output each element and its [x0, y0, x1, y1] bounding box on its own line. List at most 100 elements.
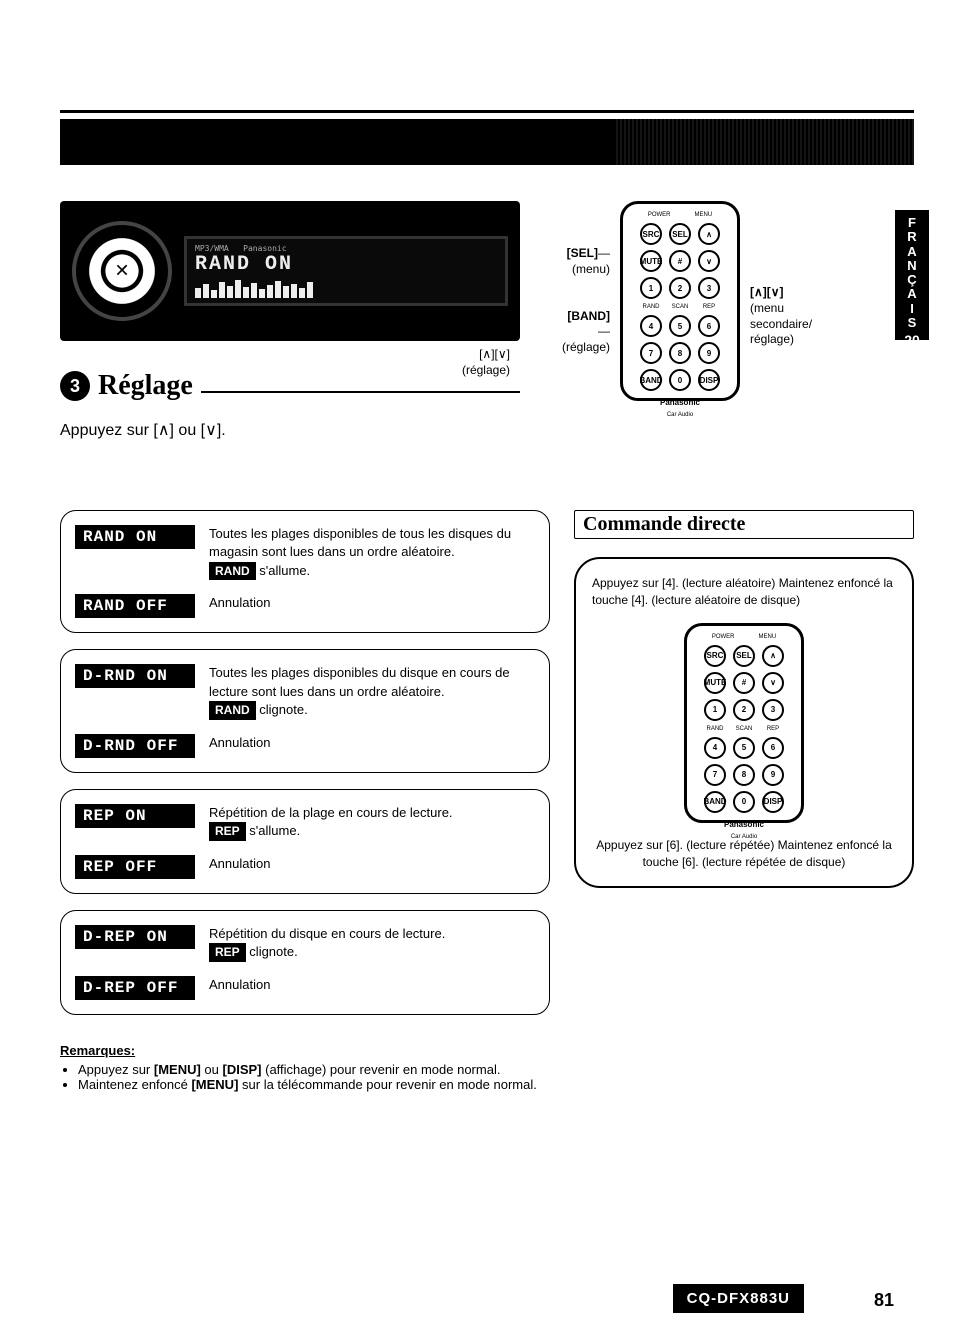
- updown-right-sub: (menu secondaire/ réglage): [750, 301, 812, 346]
- setting-row: RAND ON Toutes les plages disponibles de …: [75, 525, 535, 580]
- remarks-title: Remarques:: [60, 1043, 914, 1058]
- cd-note-bottom: Appuyez sur [6]. (lecture répétée) Maint…: [592, 837, 896, 871]
- display-state-badge: D-RND ON: [75, 664, 195, 688]
- setting-group: D-REP ON Répétition du disque en cours de…: [60, 910, 550, 1015]
- remote-btn-5: 5: [669, 315, 691, 337]
- section-header: 3 Réglage: [60, 370, 520, 402]
- remote-btn-#: #: [733, 672, 755, 694]
- remote-btn-7: 7: [640, 342, 662, 364]
- model-badge: CQ-DFX883U: [673, 1284, 804, 1313]
- remote-area: [SEL]— (menu) [BAND]— (réglage) POWERMEN…: [560, 201, 830, 401]
- language-tab: FRANÇAIS 20: [895, 210, 929, 340]
- remote-btn-#: #: [669, 250, 691, 272]
- remote-btn-band: BAND: [640, 369, 662, 391]
- setting-group: RAND ON Toutes les plages disponibles de …: [60, 510, 550, 633]
- remote-btn-3: 3: [698, 277, 720, 299]
- remote-btn-8: 8: [669, 342, 691, 364]
- remote-btn-disp: DISP: [698, 369, 720, 391]
- remote-btn-5: 5: [733, 737, 755, 759]
- setting-description: Annulation: [209, 594, 535, 612]
- manual-page: FRANÇAIS 20 MP3/WMA Panasonic RAND ON [∧…: [0, 0, 954, 1337]
- setting-row: REP OFF Annulation: [75, 855, 535, 879]
- remarks-section: Remarques: Appuyez sur [MENU] ou [DISP] …: [60, 1043, 914, 1092]
- display-state-badge: D-REP OFF: [75, 976, 195, 1000]
- remote-btn-mute: MUTE: [704, 672, 726, 694]
- lcd-text: RAND ON: [195, 253, 497, 276]
- setting-description: Répétition de la plage en cours de lectu…: [209, 804, 535, 841]
- remote-control-cd: POWERMENUSRCSEL∧MUTE#∨123RANDSCANREP4567…: [684, 623, 804, 823]
- display-state-badge: REP OFF: [75, 855, 195, 879]
- setting-row: D-REP ON Répétition du disque en cours de…: [75, 925, 535, 962]
- indicator-badge: RAND: [209, 562, 256, 581]
- display-state-badge: D-RND OFF: [75, 734, 195, 758]
- setting-description: Toutes les plages disponibles du disque …: [209, 664, 535, 719]
- remark-item: Appuyez sur [MENU] ou [DISP] (affichage)…: [78, 1062, 914, 1077]
- updown-label: [∧][∨]: [479, 347, 510, 361]
- sel-label: [SEL]: [567, 246, 598, 260]
- remote-btn-∨: ∨: [698, 250, 720, 272]
- remote-btn-9: 9: [762, 764, 784, 786]
- remote-btn-4: 4: [640, 315, 662, 337]
- commande-directe-title-box: Commande directe: [574, 510, 914, 539]
- remote-btn-∧: ∧: [762, 645, 784, 667]
- remark-item: Maintenez enfoncé [MENU] sur la télécomm…: [78, 1077, 914, 1092]
- setting-row: D-REP OFF Annulation: [75, 976, 535, 1000]
- remote-btn-9: 9: [698, 342, 720, 364]
- volume-dial: [72, 221, 172, 321]
- remote-btn-2: 2: [669, 277, 691, 299]
- setting-description: Annulation: [209, 976, 535, 994]
- indicator-badge: REP: [209, 943, 246, 962]
- indicator-badge: REP: [209, 822, 246, 841]
- remote-btn-0: 0: [669, 369, 691, 391]
- commande-directe-title: Commande directe: [583, 513, 745, 535]
- lang-num: 20: [895, 332, 929, 348]
- band-label: [BAND]: [567, 309, 610, 323]
- remote-btn-band: BAND: [704, 791, 726, 813]
- setting-row: D-RND ON Toutes les plages disponibles du…: [75, 664, 535, 719]
- step-instruction: Appuyez sur [∧] ou [∨].: [60, 420, 520, 440]
- band-sub: (réglage): [562, 340, 610, 354]
- remote-btn-1: 1: [704, 699, 726, 721]
- display-state-badge: D-REP ON: [75, 925, 195, 949]
- display-state-badge: RAND ON: [75, 525, 195, 549]
- remote-btn-∧: ∧: [698, 223, 720, 245]
- display-state-badge: RAND OFF: [75, 594, 195, 618]
- settings-list: RAND ON Toutes les plages disponibles de …: [60, 510, 550, 1030]
- remote-btn-sel: SEL: [733, 645, 755, 667]
- lang-letters: FRANÇAIS: [895, 216, 929, 330]
- header-black-bar: [60, 119, 914, 165]
- remote-btn-8: 8: [733, 764, 755, 786]
- remote-btn-3: 3: [762, 699, 784, 721]
- step-title: Réglage: [98, 370, 193, 402]
- remote-btn-sel: SEL: [669, 223, 691, 245]
- remote-btn-src: SRC: [704, 645, 726, 667]
- remote-btn-0: 0: [733, 791, 755, 813]
- cd-note-top: Appuyez sur [4]. (lecture aléatoire) Mai…: [592, 575, 896, 609]
- setting-row: RAND OFF Annulation: [75, 594, 535, 618]
- remote-btn-mute: MUTE: [640, 250, 662, 272]
- remote-btn-6: 6: [698, 315, 720, 337]
- setting-description: Toutes les plages disponibles de tous le…: [209, 525, 535, 580]
- remote-btn-4: 4: [704, 737, 726, 759]
- remote-btn-1: 1: [640, 277, 662, 299]
- remote-btn-∨: ∨: [762, 672, 784, 694]
- setting-description: Annulation: [209, 855, 535, 873]
- display-state-badge: REP ON: [75, 804, 195, 828]
- indicator-badge: RAND: [209, 701, 256, 720]
- updown-right-label: [∧][∨]: [750, 285, 784, 299]
- remote-btn-2: 2: [733, 699, 755, 721]
- setting-row: REP ON Répétition de la plage en cours de…: [75, 804, 535, 841]
- remote-btn-6: 6: [762, 737, 784, 759]
- setting-description: Répétition du disque en cours de lecture…: [209, 925, 535, 962]
- sel-sub: (menu): [572, 262, 610, 276]
- top-rule: [60, 110, 914, 113]
- remote-btn-7: 7: [704, 764, 726, 786]
- setting-group: REP ON Répétition de la plage en cours de…: [60, 789, 550, 894]
- setting-row: D-RND OFFAnnulation: [75, 734, 535, 758]
- car-stereo-headunit: MP3/WMA Panasonic RAND ON: [60, 201, 520, 341]
- commande-directe-box: Appuyez sur [4]. (lecture aléatoire) Mai…: [574, 557, 914, 888]
- lcd-display: MP3/WMA Panasonic RAND ON: [184, 236, 508, 306]
- step-number: 3: [60, 371, 90, 401]
- remote-btn-src: SRC: [640, 223, 662, 245]
- setting-group: D-RND ON Toutes les plages disponibles du…: [60, 649, 550, 772]
